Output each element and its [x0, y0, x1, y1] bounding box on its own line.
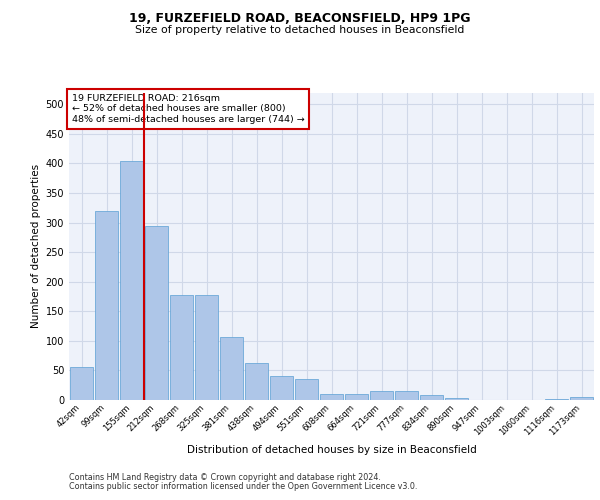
Bar — [344, 394, 368, 400]
Text: Size of property relative to detached houses in Beaconsfield: Size of property relative to detached ho… — [136, 25, 464, 35]
Bar — [445, 398, 469, 400]
Bar — [320, 394, 343, 400]
Text: 19, FURZEFIELD ROAD, BEACONSFIELD, HP9 1PG: 19, FURZEFIELD ROAD, BEACONSFIELD, HP9 1… — [129, 12, 471, 26]
Bar — [95, 211, 118, 400]
Text: 19 FURZEFIELD ROAD: 216sqm
← 52% of detached houses are smaller (800)
48% of sem: 19 FURZEFIELD ROAD: 216sqm ← 52% of deta… — [71, 94, 304, 124]
Bar — [569, 397, 593, 400]
Bar — [220, 336, 244, 400]
Bar — [170, 294, 193, 400]
Bar — [395, 391, 418, 400]
Bar — [295, 378, 319, 400]
Bar — [145, 226, 169, 400]
Bar — [370, 391, 394, 400]
Text: Contains HM Land Registry data © Crown copyright and database right 2024.: Contains HM Land Registry data © Crown c… — [69, 474, 381, 482]
Bar — [119, 160, 143, 400]
Bar — [419, 396, 443, 400]
Bar — [545, 399, 568, 400]
Y-axis label: Number of detached properties: Number of detached properties — [31, 164, 41, 328]
Bar — [194, 294, 218, 400]
Text: Contains public sector information licensed under the Open Government Licence v3: Contains public sector information licen… — [69, 482, 418, 491]
X-axis label: Distribution of detached houses by size in Beaconsfield: Distribution of detached houses by size … — [187, 445, 476, 455]
Bar — [245, 364, 268, 400]
Bar — [70, 368, 94, 400]
Bar — [269, 376, 293, 400]
